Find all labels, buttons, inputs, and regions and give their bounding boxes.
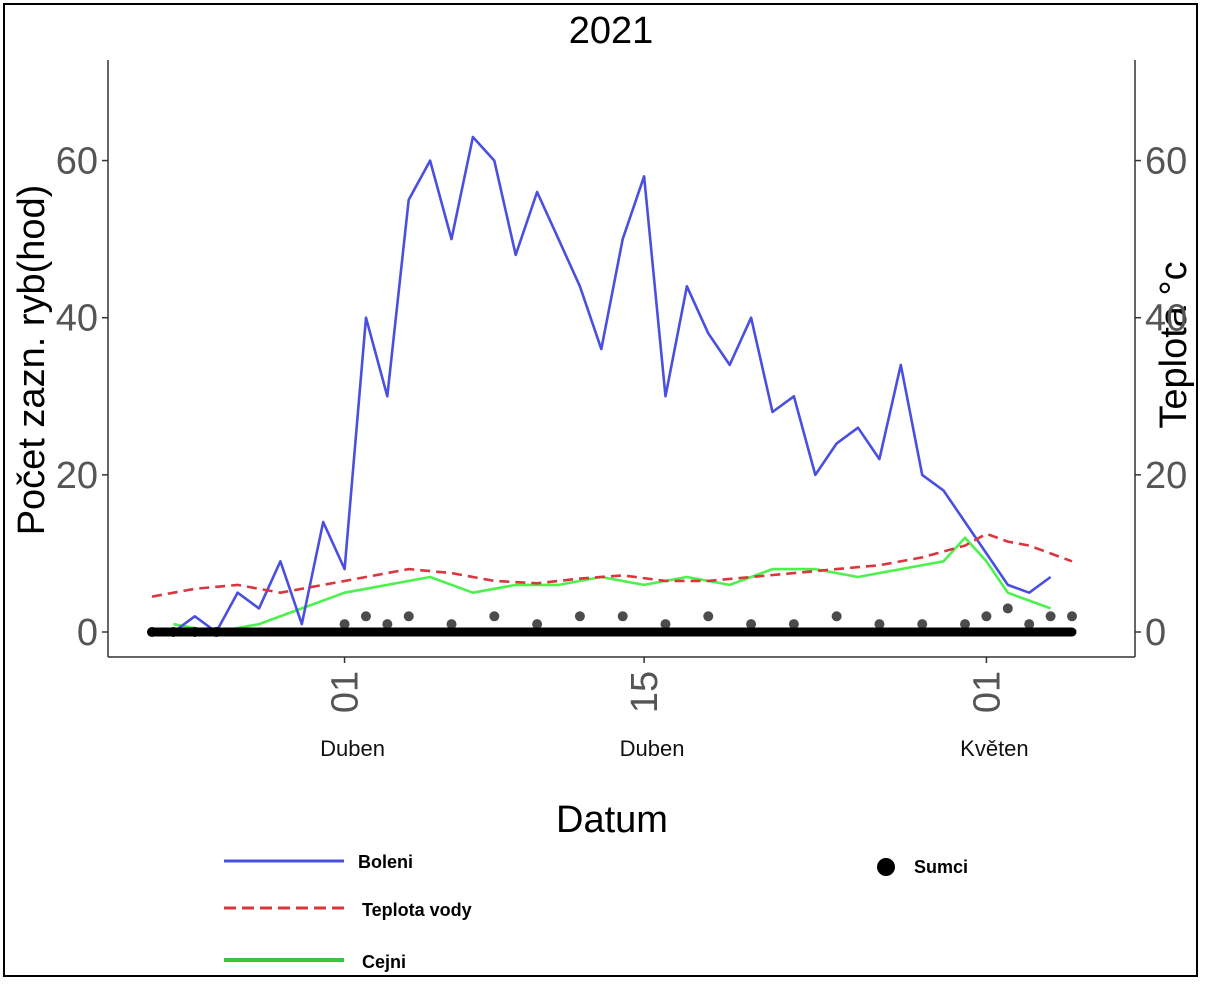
- legend-label-teplota-vody: Teplota vody: [362, 900, 472, 920]
- y-tick-label-left: 40: [56, 298, 98, 340]
- point-sumci: [981, 611, 992, 622]
- y-tick-label-left: 20: [56, 455, 98, 497]
- chart-title: 2021: [569, 10, 654, 52]
- point-sumci: [360, 611, 371, 622]
- y-tick-label-right: 20: [1145, 455, 1187, 497]
- x-axis-label: Datum: [556, 799, 668, 841]
- chart-frame: [3, 3, 1198, 977]
- point-sumci: [874, 619, 885, 630]
- y-tick-label-right: 40: [1145, 298, 1187, 340]
- y-ticks: 0 0 20 20 40 40 60 60: [56, 141, 1188, 654]
- legend: Boleni Teplota vody Cejni Sumci: [224, 852, 968, 972]
- series-cejni-line: [173, 536, 1052, 634]
- point-sumci: [403, 611, 414, 622]
- point-sumci: [339, 619, 350, 630]
- point-sumci: [660, 619, 671, 630]
- legend-label-cejni: Cejni: [362, 952, 406, 972]
- point-sumci: [1002, 603, 1013, 614]
- y-tick-label-left: 60: [56, 141, 98, 183]
- point-sumci: [1024, 619, 1035, 630]
- point-sumci: [168, 627, 179, 637]
- y-tick-label-left: 0: [77, 612, 98, 654]
- point-sumci: [788, 619, 799, 630]
- x-tick-label: 01: [325, 671, 367, 713]
- x-tick-month-label: Květen: [960, 736, 1029, 761]
- point-sumci: [532, 619, 543, 630]
- series-teplota-vody-line: [151, 532, 1073, 598]
- point-sumci: [147, 627, 157, 637]
- x-tick-label: 01: [966, 671, 1008, 713]
- x-ticks: 01 Duben 15 Duben 01 Květen: [320, 657, 1029, 761]
- point-sumci: [1067, 611, 1077, 622]
- point-sumci: [1045, 611, 1056, 622]
- y-axis-label-left: Počet zazn. ryb(hod): [11, 185, 53, 536]
- legend-label-boleni: Boleni: [358, 852, 413, 872]
- point-sumci: [960, 619, 971, 630]
- point-sumci: [489, 611, 500, 622]
- point-sumci: [703, 611, 714, 622]
- axes: [107, 60, 1136, 658]
- point-sumci: [446, 619, 457, 630]
- legend-swatch-sumci: [877, 858, 895, 876]
- point-sumci: [617, 611, 628, 622]
- x-tick-month-label: Duben: [320, 736, 385, 761]
- series-layer: [147, 135, 1077, 637]
- y-axis-label-right: Teplota °c: [1153, 261, 1195, 428]
- x-tick-month-label: Duben: [620, 736, 685, 761]
- point-sumci: [382, 619, 393, 630]
- point-sumci: [211, 627, 222, 637]
- point-sumci: [831, 611, 842, 622]
- y-tick-label-right: 0: [1145, 612, 1166, 654]
- series-boleni-line: [172, 135, 1052, 634]
- point-sumci: [574, 611, 585, 622]
- legend-label-sumci: Sumci: [914, 857, 968, 877]
- point-sumci: [746, 619, 757, 630]
- point-sumci: [189, 627, 200, 637]
- point-sumci: [917, 619, 928, 630]
- y-tick-label-right: 60: [1145, 141, 1187, 183]
- x-tick-label: 15: [624, 671, 666, 713]
